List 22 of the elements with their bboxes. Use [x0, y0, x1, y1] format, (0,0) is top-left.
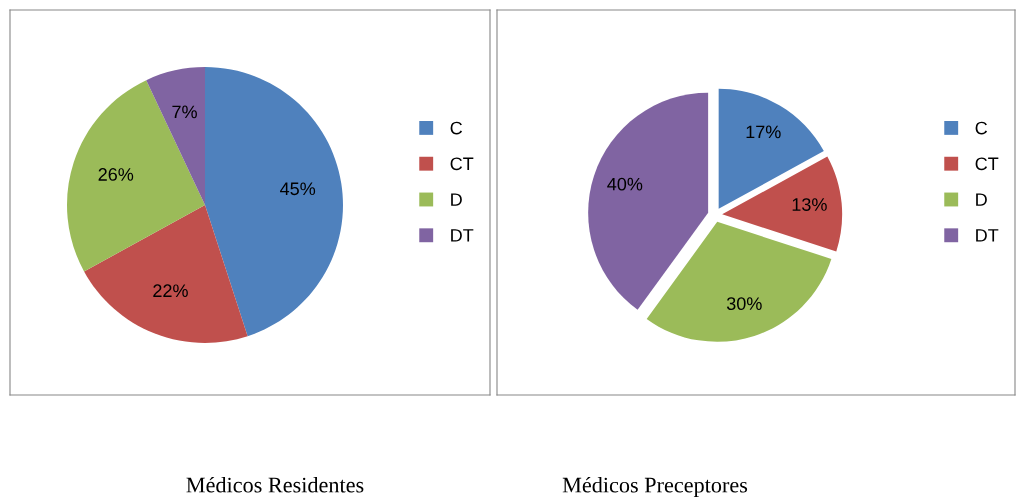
legend-label: CT: [450, 157, 474, 171]
legend-label: C: [975, 121, 988, 135]
legend-label: DT: [976, 229, 999, 242]
data-label: 17%: [746, 125, 781, 139]
legend-label: CT: [975, 157, 999, 171]
text: Médicos Residentes: [186, 476, 364, 493]
data-label: 7%: [172, 105, 197, 119]
data-label: 26%: [98, 168, 134, 181]
data-label: 40%: [607, 177, 643, 191]
pie-slice: [205, 67, 343, 337]
legend-label: D: [451, 193, 462, 206]
data-label: 13%: [792, 198, 827, 211]
pie-slice: [67, 80, 205, 272]
text: Médicos Preceptores: [562, 476, 748, 498]
pie-slice: [84, 205, 248, 343]
pie-slice: [146, 67, 205, 205]
legend-label: C: [450, 121, 463, 135]
legend-label: D: [976, 193, 987, 206]
data-label: 30%: [726, 297, 762, 311]
data-label: 45%: [280, 182, 316, 196]
legend-label: DT: [451, 229, 474, 242]
data-label: 22%: [153, 284, 188, 298]
